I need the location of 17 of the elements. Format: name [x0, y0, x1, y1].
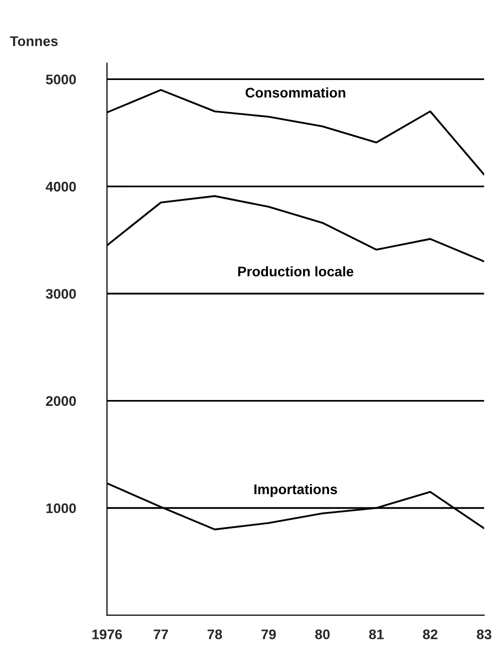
x-tick-label: 1976 [92, 629, 122, 640]
y-tick-label: 4000 [46, 182, 76, 192]
y-axis-title: Tonnes [10, 36, 58, 46]
x-tick-label: 81 [369, 629, 384, 640]
x-tick-label: 79 [261, 629, 276, 640]
y-tick-label: 1000 [46, 503, 76, 514]
x-tick-label: 77 [154, 630, 168, 640]
series-label: Consommation [246, 87, 346, 98]
x-tick-label: 82 [422, 629, 438, 640]
x-tick-label: 78 [208, 629, 222, 640]
series-label: Production locale [238, 266, 354, 276]
y-tick-label: 5000 [46, 74, 76, 84]
x-tick-label: 80 [315, 629, 330, 640]
x-tick-label: 83 [476, 629, 492, 640]
series-label: Importations [254, 484, 338, 497]
y-tick-label: 3000 [46, 288, 76, 299]
y-tick-label: 2000 [46, 396, 76, 406]
